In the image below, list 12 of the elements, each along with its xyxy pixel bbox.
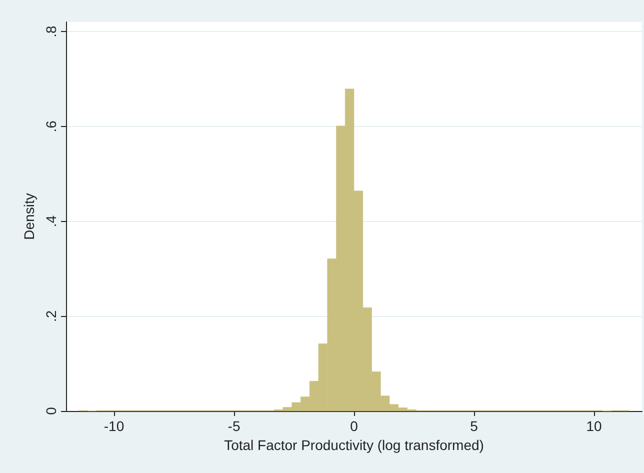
y-tick-label: .2 <box>43 310 59 322</box>
y-tick-label: .4 <box>43 215 59 228</box>
y-tick-label: .8 <box>43 25 59 38</box>
y-axis-title: Density <box>21 193 37 240</box>
x-tick-label: 10 <box>586 418 602 434</box>
y-tick-label: 0 <box>43 406 59 415</box>
x-tick-label: 0 <box>350 418 358 434</box>
x-tick-label: -5 <box>228 418 240 434</box>
x-tick-label: 5 <box>470 418 478 434</box>
x-tick-label: -10 <box>104 418 124 434</box>
y-tick-label: .6 <box>43 120 59 132</box>
x-axis-title: Total Factor Productivity (log transformed) <box>224 436 484 453</box>
